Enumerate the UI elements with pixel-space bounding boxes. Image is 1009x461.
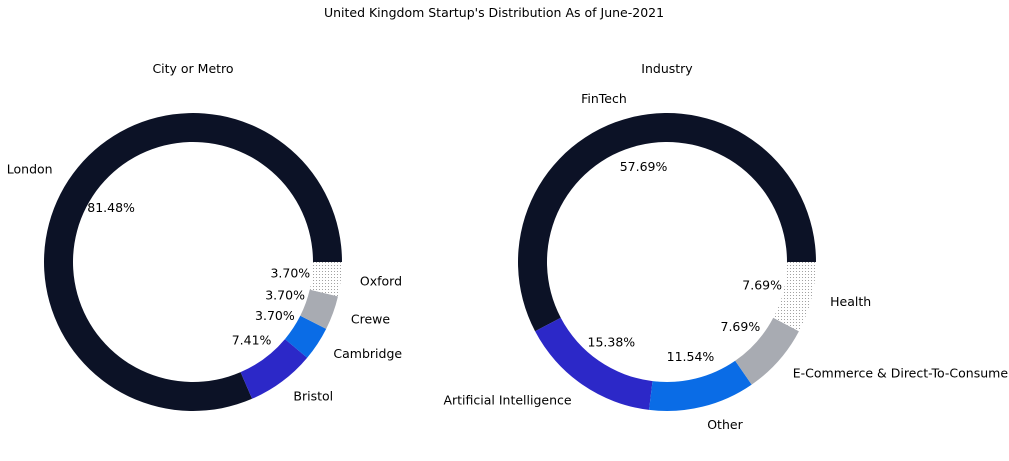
slice-label-crewe: Crewe: [351, 311, 391, 326]
slice-pct-bristol: 7.41%: [232, 333, 272, 348]
slice-pct-crewe: 3.70%: [265, 287, 305, 302]
slice-artificial-intelligence: [535, 317, 653, 410]
chart-title: Industry: [641, 61, 693, 76]
slice-label-cambridge: Cambridge: [333, 346, 402, 361]
slice-health: [773, 262, 816, 332]
slice-oxford: [309, 262, 342, 297]
slice-label-health: Health: [830, 294, 871, 309]
slice-label-e-commerce-direct-to-consumer: E-Commerce & Direct-To-Consumer: [793, 365, 1009, 380]
slice-label-bristol: Bristol: [293, 389, 333, 404]
charts-layer: City or Metro London 81.48% Bristol 7.41% Cam…: [7, 61, 1009, 432]
donut-chart-industry: Industry FinTech 57.69% Artificial Intellig…: [443, 61, 1009, 432]
slice-pct-other: 11.54%: [667, 349, 715, 364]
slice-pct-health: 7.69%: [742, 277, 782, 292]
slice-other: [649, 360, 752, 412]
slice-bristol: [240, 339, 308, 399]
donut-chart-city-or-metro: City or Metro London 81.48% Bristol 7.41% Cam…: [7, 61, 402, 411]
slice-label-oxford: Oxford: [360, 273, 402, 288]
slice-crewe: [300, 289, 338, 329]
slice-label-london: London: [7, 162, 53, 177]
chart-title: City or Metro: [152, 61, 233, 76]
slice-pct-cambridge: 3.70%: [255, 308, 295, 323]
figure-title: United Kingdom Startup's Distribution As…: [324, 5, 664, 20]
slice-pct-fintech: 57.69%: [620, 159, 668, 174]
slice-pct-oxford: 3.70%: [270, 265, 310, 280]
slice-label-artificial-intelligence: Artificial Intelligence: [443, 392, 571, 407]
slice-cambridge: [284, 315, 327, 358]
slice-e-commerce-direct-to-consumer: [735, 317, 799, 385]
slice-pct-artificial-intelligence: 15.38%: [588, 335, 636, 350]
slice-label-fintech: FinTech: [581, 91, 627, 106]
slice-pct-london: 81.48%: [87, 200, 135, 215]
slice-pct-e-commerce-direct-to-consumer: 7.69%: [721, 319, 761, 334]
slice-fintech: [517, 113, 816, 332]
slice-label-other: Other: [707, 417, 743, 432]
